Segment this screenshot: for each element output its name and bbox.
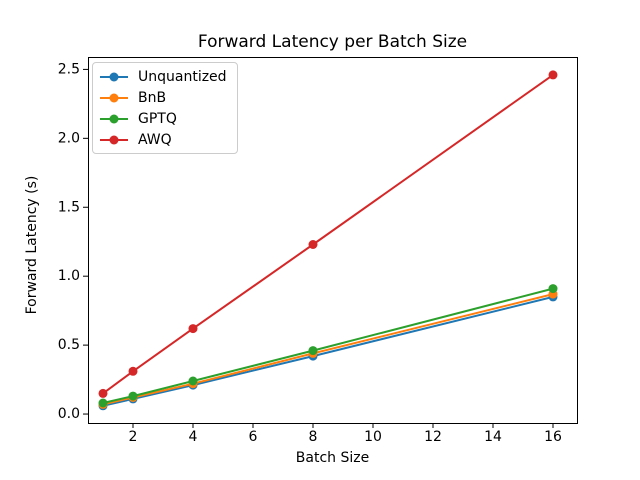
- x-tick-label: 10: [364, 429, 382, 445]
- y-tick-label: 0.0: [58, 406, 80, 422]
- legend-marker-icon: [100, 114, 128, 123]
- x-tick-label: 6: [249, 429, 258, 445]
- legend-label: Unquantized: [138, 68, 227, 85]
- legend-marker-icon: [100, 93, 128, 102]
- legend-marker-icon: [100, 72, 128, 81]
- series-line-bnb: [102, 293, 554, 406]
- data-point-gptq: [188, 376, 198, 386]
- legend-marker-icon: [100, 135, 128, 144]
- data-point-awq: [308, 240, 318, 249]
- data-point-gptq: [308, 346, 318, 356]
- legend: Unquantized BnB GPTQ AWQ: [92, 62, 238, 154]
- legend-label: GPTQ: [138, 110, 177, 127]
- x-tick-label: 2: [129, 429, 138, 445]
- legend-label: BnB: [138, 89, 167, 106]
- legend-item-bnb: BnB: [100, 87, 227, 108]
- legend-label: AWQ: [138, 131, 172, 148]
- x-tick-label: 12: [424, 429, 442, 445]
- legend-item-awq: AWQ: [100, 129, 227, 150]
- data-point-gptq: [548, 284, 558, 294]
- data-point-gptq: [128, 391, 138, 401]
- y-axis-label: Forward Latency (s): [24, 175, 40, 315]
- data-point-awq: [548, 70, 558, 80]
- data-point-gptq: [98, 398, 108, 408]
- y-tick-label: 2.0: [58, 130, 80, 146]
- data-point-awq: [188, 324, 198, 334]
- y-tick-label: 1.0: [58, 268, 80, 284]
- x-axis-label: Batch Size: [295, 450, 370, 466]
- chart-title: Forward Latency per Batch Size: [197, 32, 468, 52]
- y-tick-label: 0.5: [58, 337, 80, 353]
- axes-frame: [88, 57, 578, 424]
- y-tick-label: 1.5: [58, 199, 80, 215]
- legend-item-unquantized: Unquantized: [100, 66, 227, 87]
- y-tick-label: 2.5: [58, 61, 80, 77]
- data-point-awq: [98, 388, 108, 398]
- data-point-awq: [128, 366, 138, 376]
- x-tick-label: 8: [309, 429, 318, 445]
- x-tick-label: 16: [544, 429, 562, 445]
- legend-item-gptq: GPTQ: [100, 108, 227, 129]
- x-tick-label: 14: [484, 429, 502, 445]
- x-tick-label: 4: [189, 429, 198, 445]
